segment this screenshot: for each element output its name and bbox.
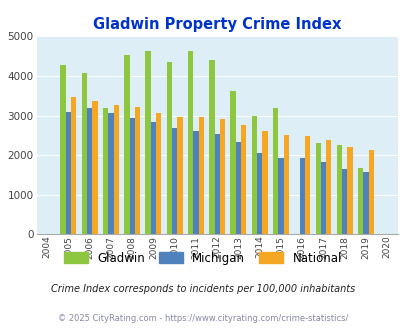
Bar bbox=[134, 107, 140, 234]
Bar bbox=[220, 119, 225, 234]
Bar bbox=[336, 145, 341, 234]
Bar bbox=[113, 105, 119, 234]
Bar bbox=[150, 122, 156, 234]
Bar bbox=[129, 118, 134, 234]
Bar bbox=[172, 128, 177, 234]
Bar bbox=[209, 60, 214, 234]
Bar bbox=[272, 108, 278, 234]
Text: © 2025 CityRating.com - https://www.cityrating.com/crime-statistics/: © 2025 CityRating.com - https://www.city… bbox=[58, 314, 347, 323]
Bar bbox=[251, 115, 256, 234]
Bar bbox=[92, 101, 98, 234]
Bar bbox=[368, 149, 373, 234]
Bar bbox=[145, 50, 150, 234]
Bar bbox=[87, 108, 92, 234]
Bar bbox=[256, 153, 262, 234]
Bar bbox=[304, 136, 309, 234]
Bar bbox=[283, 135, 288, 234]
Bar bbox=[166, 62, 172, 234]
Bar bbox=[156, 113, 161, 234]
Bar bbox=[299, 158, 304, 234]
Bar bbox=[124, 55, 129, 234]
Bar bbox=[278, 158, 283, 234]
Bar bbox=[71, 97, 76, 234]
Bar bbox=[341, 169, 347, 234]
Bar bbox=[241, 125, 246, 234]
Bar bbox=[315, 143, 320, 234]
Bar bbox=[81, 73, 87, 234]
Bar bbox=[177, 117, 182, 234]
Bar bbox=[60, 65, 66, 234]
Bar bbox=[188, 50, 193, 234]
Legend: Gladwin, Michigan, National: Gladwin, Michigan, National bbox=[59, 247, 346, 269]
Bar bbox=[347, 147, 352, 234]
Bar bbox=[66, 112, 71, 234]
Bar bbox=[235, 143, 241, 234]
Text: Crime Index corresponds to incidents per 100,000 inhabitants: Crime Index corresponds to incidents per… bbox=[51, 284, 354, 294]
Bar bbox=[193, 131, 198, 234]
Bar bbox=[262, 131, 267, 234]
Bar bbox=[103, 108, 108, 234]
Bar bbox=[108, 113, 113, 234]
Bar bbox=[362, 172, 368, 234]
Bar bbox=[214, 134, 220, 234]
Bar bbox=[325, 140, 330, 234]
Bar bbox=[320, 162, 325, 234]
Title: Gladwin Property Crime Index: Gladwin Property Crime Index bbox=[93, 17, 341, 32]
Bar bbox=[230, 91, 235, 234]
Bar bbox=[198, 117, 203, 234]
Bar bbox=[357, 168, 362, 234]
